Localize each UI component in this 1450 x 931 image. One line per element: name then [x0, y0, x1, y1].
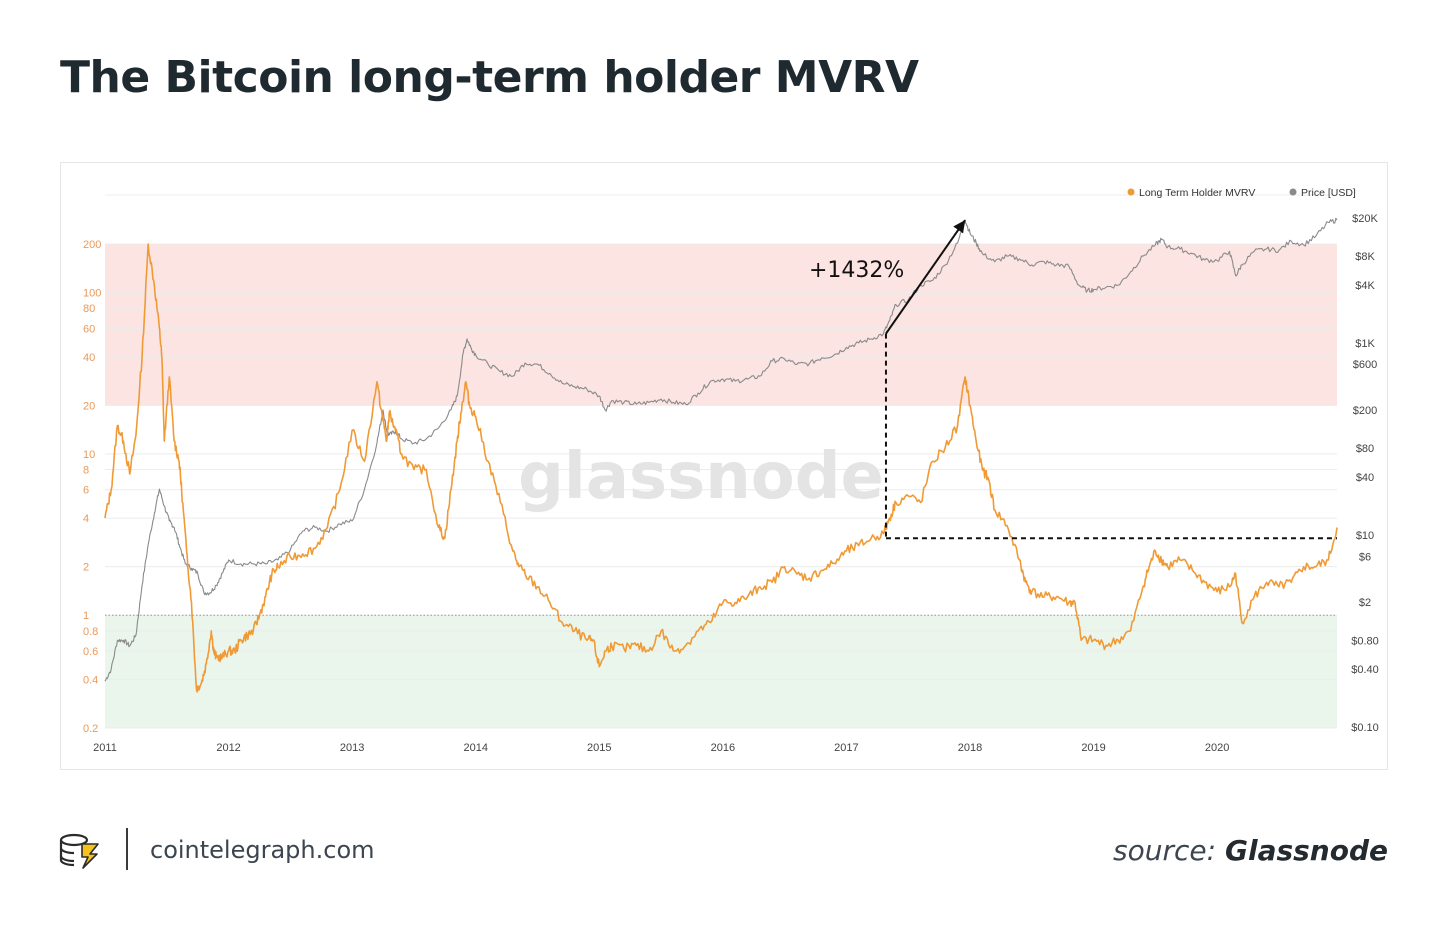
left-tick-label: 10	[83, 449, 95, 461]
left-tick-label: 200	[83, 239, 101, 251]
footer-divider	[126, 828, 128, 870]
left-tick-label: 4	[83, 513, 89, 525]
x-tick-label: 2016	[711, 742, 735, 754]
right-tick-label: $0.80	[1351, 635, 1379, 647]
x-tick-label: 2020	[1205, 742, 1229, 754]
right-tick-label: $20K	[1352, 213, 1378, 225]
left-tick-label: 0.6	[83, 646, 98, 658]
zone-band-1	[105, 615, 1337, 728]
right-tick-label: $2	[1359, 597, 1371, 609]
arrow-head-icon	[953, 220, 966, 234]
legend-swatch-0	[1127, 188, 1135, 196]
arrow-line	[885, 219, 966, 335]
x-tick-label: 2018	[958, 742, 982, 754]
footer-site-name: cointelegraph.com	[150, 836, 375, 864]
mvrv-series-line	[104, 243, 1338, 693]
left-tick-label: 1	[83, 610, 89, 622]
zone-band-0	[105, 244, 1337, 406]
left-tick-label: 2	[83, 562, 89, 574]
left-tick-label: 80	[83, 303, 95, 315]
chart-container: glassnode 0.2 0.4 0.6 0.8 1 2 4 6 8 10 20 40 60 80 100 2…	[60, 162, 1388, 770]
right-tick-label: $80	[1356, 443, 1374, 455]
right-tick-label: $0.40	[1351, 664, 1379, 676]
right-tick-label: $1K	[1355, 338, 1375, 350]
price-series-line	[104, 217, 1338, 682]
right-tick-label: $8K	[1355, 251, 1375, 263]
x-tick-label: 2017	[834, 742, 858, 754]
page-title: The Bitcoin long-term holder MVRV	[60, 52, 919, 103]
source-label: source:	[1113, 834, 1217, 867]
footer-source: source: Glassnode	[1113, 834, 1388, 867]
x-tick-label: 2015	[587, 742, 611, 754]
left-tick-label: 0.2	[83, 723, 98, 735]
right-tick-label: $10	[1356, 530, 1374, 542]
left-tick-label: 60	[83, 323, 95, 335]
right-tick-label: $200	[1353, 405, 1377, 417]
right-tick-label: $40	[1356, 472, 1374, 484]
x-tick-label: 2014	[463, 742, 487, 754]
watermark: glassnode	[518, 440, 884, 514]
left-tick-label: 6	[83, 485, 89, 497]
source-name: Glassnode	[1224, 834, 1388, 867]
left-tick-label: 40	[83, 352, 95, 364]
gain-annotation: +1432%	[809, 258, 904, 283]
legend-label-0: Long Term Holder MVRV	[1139, 187, 1255, 199]
legend-swatch-1	[1289, 188, 1297, 196]
right-tick-label: $600	[1353, 359, 1377, 371]
right-tick-label: $4K	[1355, 280, 1375, 292]
legend-label-1: Price [USD]	[1301, 187, 1356, 199]
mvrv-price-chart: glassnode 0.2 0.4 0.6 0.8 1 2 4 6 8 10 20 40 60 80 100 2…	[83, 187, 1379, 754]
left-tick-label: 20	[83, 400, 95, 412]
left-tick-label: 0.8	[83, 626, 98, 638]
left-tick-label: 100	[83, 288, 101, 300]
right-tick-label: $6	[1359, 551, 1371, 563]
x-tick-label: 2013	[340, 742, 364, 754]
left-tick-label: 8	[83, 465, 89, 477]
x-tick-label: 2011	[93, 742, 117, 754]
cointelegraph-logo-icon	[59, 833, 99, 869]
x-tick-label: 2019	[1081, 742, 1105, 754]
x-tick-label: 2012	[216, 742, 240, 754]
left-tick-label: 0.4	[83, 674, 98, 686]
right-tick-label: $0.10	[1351, 722, 1379, 734]
